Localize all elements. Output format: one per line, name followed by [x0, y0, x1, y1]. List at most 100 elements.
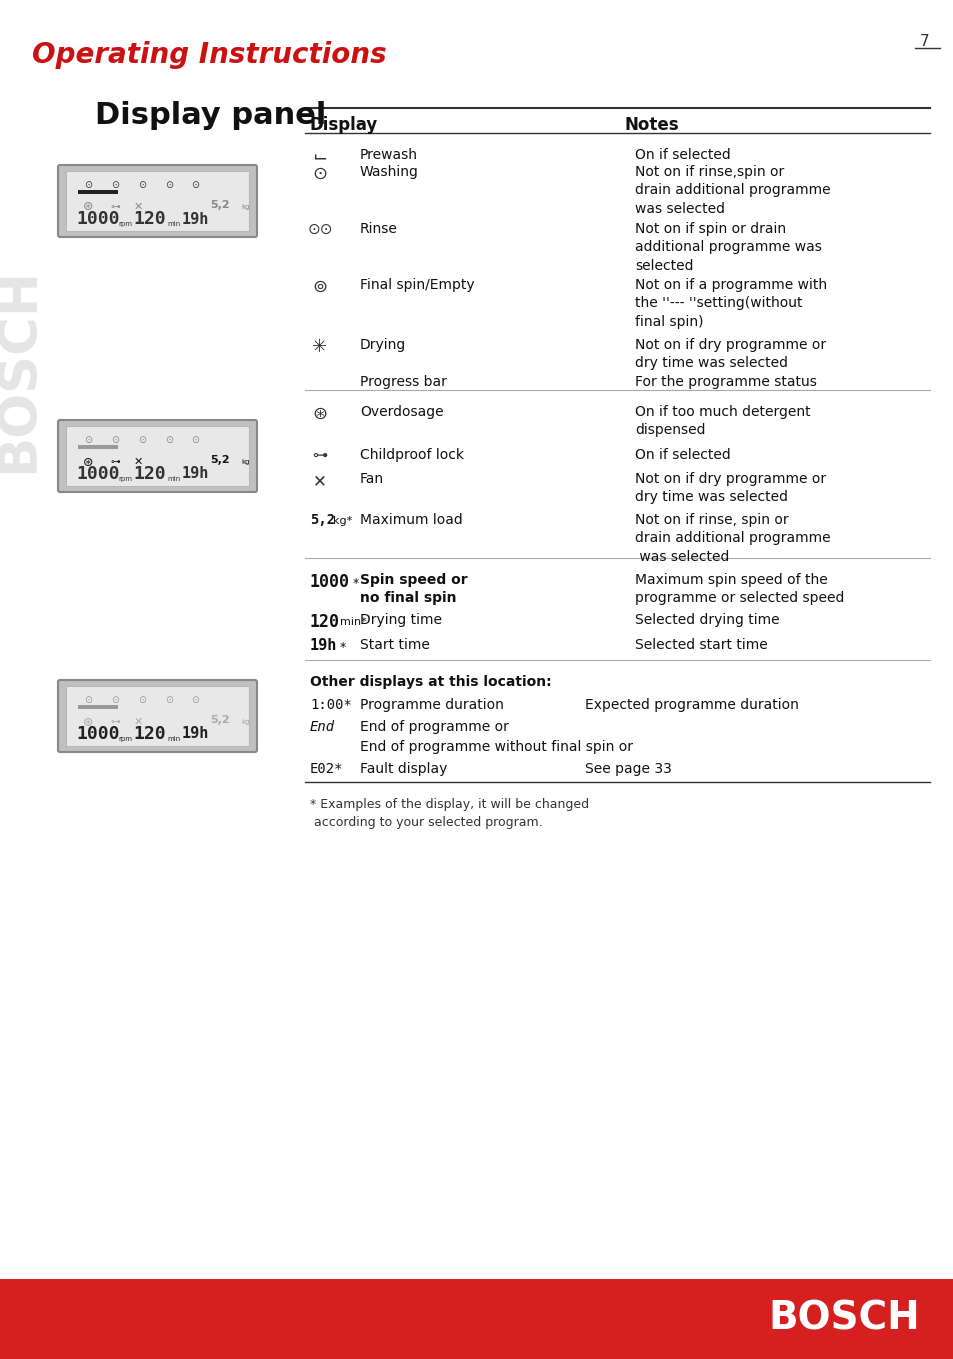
- Text: Display panel: Display panel: [95, 101, 326, 129]
- Text: ⊙: ⊙: [165, 435, 172, 444]
- Text: ✕: ✕: [133, 718, 143, 727]
- Text: ✕: ✕: [133, 457, 143, 467]
- Text: kg: kg: [241, 719, 250, 724]
- Bar: [78, 190, 118, 194]
- Text: Start time: Start time: [359, 637, 430, 652]
- Text: 5,2: 5,2: [211, 200, 230, 211]
- Text: kg: kg: [241, 204, 250, 211]
- Text: ⊙: ⊙: [165, 694, 172, 705]
- Text: ⊶: ⊶: [312, 448, 327, 463]
- Text: End of programme without final spin or: End of programme without final spin or: [359, 741, 633, 754]
- Text: On if selected: On if selected: [635, 448, 730, 462]
- Text: 1000: 1000: [76, 465, 120, 482]
- Bar: [78, 444, 118, 448]
- Text: ⌙: ⌙: [313, 148, 327, 166]
- Text: 19h: 19h: [310, 637, 337, 654]
- Text: ⊛: ⊛: [83, 455, 93, 469]
- Text: min: min: [167, 222, 180, 227]
- Bar: [78, 705, 118, 709]
- Text: BOSCH: BOSCH: [767, 1301, 919, 1339]
- Text: Fan: Fan: [359, 472, 384, 487]
- FancyBboxPatch shape: [58, 420, 256, 492]
- Text: ⊙: ⊙: [191, 435, 199, 444]
- Text: Progress bar: Progress bar: [359, 375, 446, 389]
- Text: Childproof lock: Childproof lock: [359, 448, 463, 462]
- Text: Fault display: Fault display: [359, 762, 447, 776]
- Text: 1000: 1000: [310, 573, 350, 591]
- Text: Not on if rinse, spin or
drain additional programme
 was selected: Not on if rinse, spin or drain additiona…: [635, 512, 830, 564]
- Text: *: *: [353, 578, 359, 590]
- Text: Expected programme duration: Expected programme duration: [584, 699, 798, 712]
- Text: min: min: [167, 737, 180, 742]
- Text: Prewash: Prewash: [359, 148, 417, 162]
- Text: ⊶: ⊶: [110, 718, 120, 727]
- Text: 5,2: 5,2: [211, 715, 230, 724]
- FancyBboxPatch shape: [58, 680, 256, 752]
- Text: * Examples of the display, it will be changed
 according to your selected progra: * Examples of the display, it will be ch…: [310, 798, 589, 829]
- Text: 120: 120: [133, 211, 166, 228]
- Text: ⊙: ⊙: [138, 694, 146, 705]
- Text: 1000: 1000: [76, 211, 120, 228]
- Bar: [66, 171, 249, 231]
- Text: ⊙: ⊙: [138, 435, 146, 444]
- Text: Washing: Washing: [359, 164, 418, 179]
- Text: Not on if dry programme or
dry time was selected: Not on if dry programme or dry time was …: [635, 472, 825, 504]
- Text: ⊙: ⊙: [111, 179, 119, 190]
- Text: Drying time: Drying time: [359, 613, 441, 626]
- Text: ⊙: ⊙: [111, 435, 119, 444]
- Text: kg*: kg*: [333, 516, 352, 526]
- Text: ⊙: ⊙: [313, 164, 327, 183]
- Text: Not on if spin or drain
additional programme was
selected: Not on if spin or drain additional progr…: [635, 222, 821, 273]
- Text: 19h: 19h: [181, 466, 209, 481]
- Text: ✕: ✕: [313, 472, 327, 491]
- Text: ⊙⊙: ⊙⊙: [307, 222, 333, 236]
- Text: 5,2: 5,2: [211, 455, 230, 465]
- Text: rpm: rpm: [118, 222, 132, 227]
- Text: ⊛: ⊛: [313, 405, 327, 423]
- Text: Display: Display: [310, 116, 377, 135]
- Text: Programme duration: Programme duration: [359, 699, 503, 712]
- Text: Drying: Drying: [359, 338, 406, 352]
- Bar: [66, 425, 249, 487]
- Text: 120: 120: [310, 613, 339, 631]
- Text: ⊙: ⊙: [84, 435, 92, 444]
- FancyBboxPatch shape: [58, 164, 256, 236]
- Text: rpm: rpm: [118, 476, 132, 482]
- Text: E02*: E02*: [310, 762, 343, 776]
- Text: Operating Instructions: Operating Instructions: [32, 41, 386, 69]
- Text: ✕: ✕: [133, 202, 143, 212]
- Text: ⊙: ⊙: [84, 694, 92, 705]
- Text: min: min: [167, 476, 180, 482]
- Bar: [66, 686, 249, 746]
- Text: 1:00*: 1:00*: [310, 699, 352, 712]
- Text: ⊚: ⊚: [313, 279, 327, 296]
- Text: Selected drying time: Selected drying time: [635, 613, 779, 626]
- Text: End of programme or: End of programme or: [359, 720, 508, 734]
- Text: BOSCH: BOSCH: [0, 266, 44, 473]
- Text: Not on if a programme with
the ''--- ''setting(without
final spin): Not on if a programme with the ''--- ''s…: [635, 279, 826, 329]
- Text: For the programme status: For the programme status: [635, 375, 816, 389]
- Text: 120: 120: [133, 724, 166, 743]
- Text: kg: kg: [241, 459, 250, 465]
- Text: ⊙: ⊙: [111, 694, 119, 705]
- Text: Maximum spin speed of the
programme or selected speed: Maximum spin speed of the programme or s…: [635, 573, 843, 605]
- Text: ⊙: ⊙: [191, 694, 199, 705]
- Text: On if too much detergent
dispensed: On if too much detergent dispensed: [635, 405, 810, 438]
- Text: ⊙: ⊙: [138, 179, 146, 190]
- Text: Rinse: Rinse: [359, 222, 397, 236]
- Text: Overdosage: Overdosage: [359, 405, 443, 419]
- Text: ⊙: ⊙: [84, 179, 92, 190]
- Bar: [0, 1279, 953, 1359]
- Text: ⊛: ⊛: [83, 201, 93, 213]
- Text: 1000: 1000: [76, 724, 120, 743]
- Text: Final spin/Empty: Final spin/Empty: [359, 279, 475, 292]
- Text: 120: 120: [133, 465, 166, 482]
- Text: ⊶: ⊶: [110, 202, 120, 212]
- Text: Spin speed or
no final spin: Spin speed or no final spin: [359, 573, 467, 605]
- Text: Selected start time: Selected start time: [635, 637, 767, 652]
- Text: End: End: [310, 720, 335, 734]
- Text: On if selected: On if selected: [635, 148, 730, 162]
- Text: Notes: Notes: [624, 116, 679, 135]
- Text: Not on if rinse,spin or
drain additional programme
was selected: Not on if rinse,spin or drain additional…: [635, 164, 830, 216]
- Text: 19h: 19h: [181, 727, 209, 742]
